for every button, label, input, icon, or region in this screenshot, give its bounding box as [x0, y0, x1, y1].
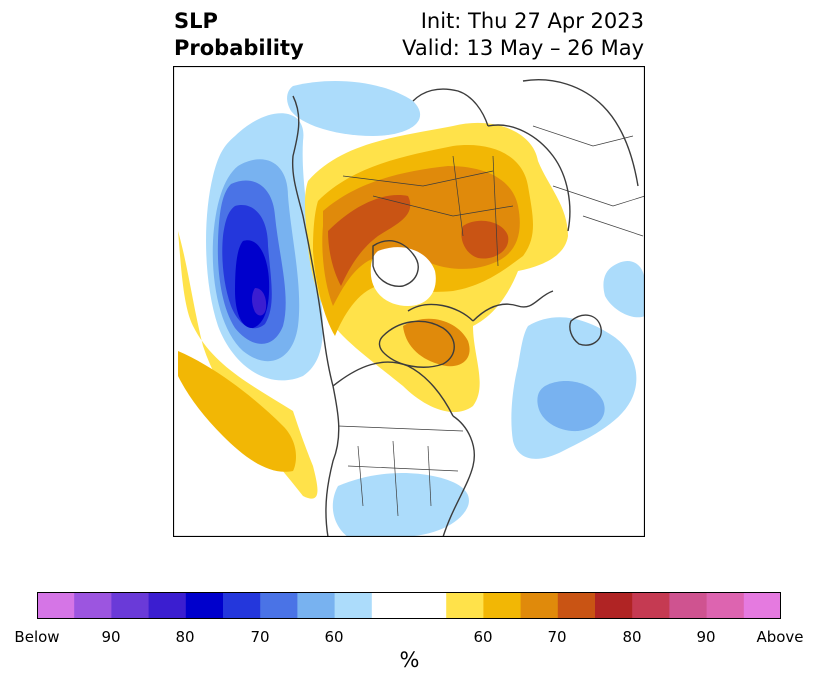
map-frame: [173, 66, 645, 537]
tick-label: Above: [756, 628, 804, 646]
colorbar-segment: [557, 592, 596, 619]
colorbar-segment: [297, 592, 336, 619]
tick-label: 90: [696, 628, 716, 646]
colorbar-segment: [371, 592, 410, 619]
colorbar-frame: [37, 592, 781, 619]
colorbar-ticks: Below 90 80 70 60 60 70 80 90 Above: [0, 628, 819, 648]
title-line-1: SLP: [174, 9, 218, 33]
tick-label: 90: [101, 628, 121, 646]
us-below-anomaly: [332, 473, 469, 537]
colorbar-segment: [334, 592, 373, 619]
colorbar-segment: [520, 592, 559, 619]
tick-label: 70: [250, 628, 270, 646]
eurasia-below-anomaly: [287, 81, 645, 318]
tick-label: 70: [547, 628, 567, 646]
colorbar-segment: [446, 592, 484, 619]
tick-label: 60: [324, 628, 344, 646]
atlantic-below-anomaly: [511, 317, 637, 459]
country-borders: [337, 125, 645, 517]
colorbar-segment: [185, 592, 224, 619]
colorbar: [37, 592, 781, 619]
colorbar-segment: [743, 592, 781, 619]
colorbar-segment: [148, 592, 187, 619]
probability-map: [173, 66, 645, 537]
coastlines: [291, 79, 639, 537]
colorbar-segment: [595, 592, 633, 619]
pacific-above-anomaly: [178, 231, 318, 499]
arctic-above-anomaly: [304, 122, 568, 413]
forecast-dates: Init: Thu 27 Apr 2023 Valid: 13 May – 26…: [402, 8, 644, 62]
init-date: Init: Thu 27 Apr 2023: [420, 9, 644, 33]
valid-range: Valid: 13 May – 26 May: [402, 36, 644, 60]
colorbar-segment: [260, 592, 298, 619]
colorbar-segment: [706, 592, 745, 619]
tick-label: 60: [473, 628, 493, 646]
colorbar-segment: [483, 592, 522, 619]
colorbar-segment: [669, 592, 708, 619]
tick-label: 80: [175, 628, 195, 646]
colorbar-segment: [111, 592, 150, 619]
colorbar-segment: [37, 592, 75, 619]
colorbar-segment: [74, 592, 112, 619]
pole-near-normal: [370, 247, 436, 306]
colorbar-unit: %: [399, 648, 420, 672]
title-line-2: Probability: [174, 36, 304, 60]
tick-label: Below: [14, 628, 60, 646]
colorbar-segment: [223, 592, 261, 619]
chart-title: SLP Probability: [174, 8, 304, 62]
tick-label: 80: [622, 628, 642, 646]
colorbar-segment: [632, 592, 670, 619]
colorbar-segment: [409, 592, 447, 619]
pacific-below-anomaly: [206, 113, 323, 381]
